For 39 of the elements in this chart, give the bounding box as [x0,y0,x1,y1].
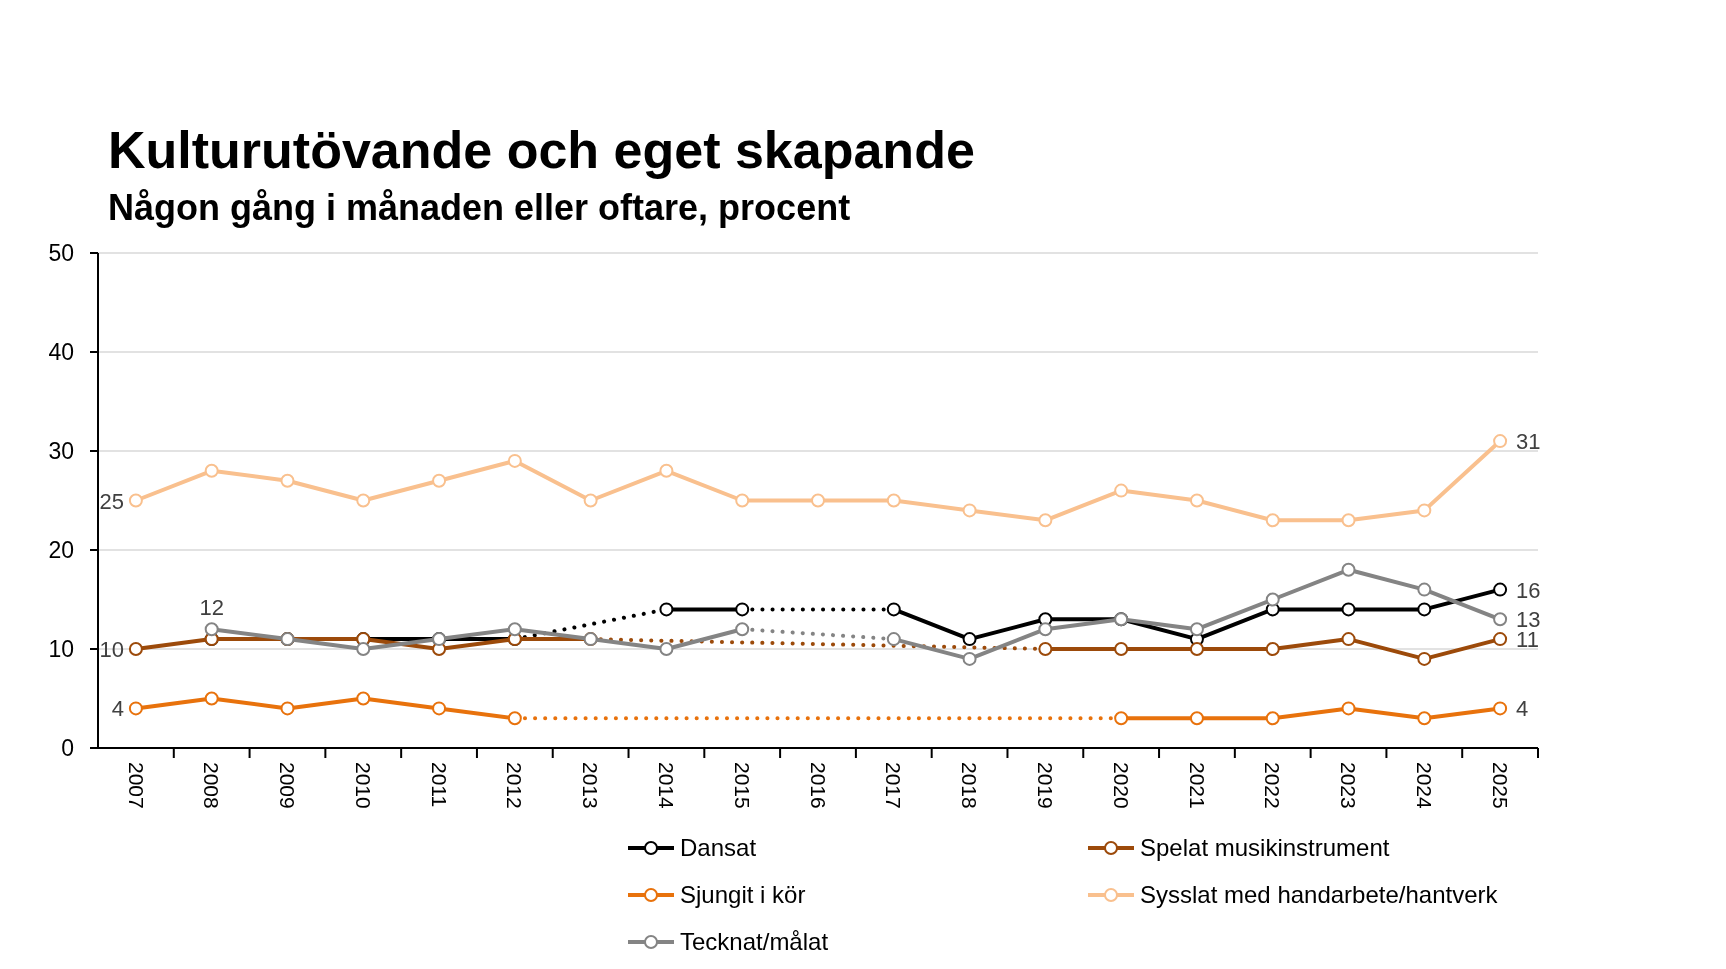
y-tick-label: 30 [48,438,74,465]
x-tick-label: 2016 [806,762,830,809]
y-tick-label: 10 [48,636,74,663]
legend-label: Dansat [680,834,757,862]
x-tick-label: 2011 [427,762,451,808]
x-tick-label: 2022 [1261,762,1285,809]
x-tick-label: 2018 [958,762,982,809]
chart-subtitle: Någon gång i månaden eller oftare, procent [108,187,851,228]
legend-label: Tecknat/målat [680,928,829,956]
data-label: 10 [99,637,124,662]
x-tick-label: 2009 [276,762,300,809]
y-tick-label: 50 [48,240,74,267]
x-tick-label: 2024 [1412,762,1436,810]
data-label: 12 [199,595,224,621]
legend-label: Sjungit i kör [680,881,806,909]
x-tick-label: 2019 [1034,762,1058,809]
legend-label: Sysslat med handarbete/hantverk [1140,881,1499,909]
x-tick-label: 2023 [1337,762,1361,809]
y-tick-label: 20 [48,537,74,564]
data-label: 16 [1516,577,1541,603]
data-label: 4 [1516,696,1529,722]
x-tick-label: 2017 [882,762,906,809]
data-label: 31 [1516,429,1541,455]
x-tick-label: 2008 [200,762,224,809]
data-label: 25 [99,488,124,514]
y-tick-label: 0 [61,735,74,762]
x-tick-label: 2015 [730,762,754,809]
x-tick-label: 2020 [1109,762,1133,809]
x-tick-label: 2025 [1488,762,1512,809]
x-tick-label: 2012 [503,762,527,809]
x-tick-label: 2007 [124,762,148,809]
data-label: 4 [111,696,124,722]
y-tick-label: 40 [48,339,74,366]
x-tick-label: 2010 [351,762,375,809]
x-tick-label: 2014 [655,762,679,810]
x-tick-label: 2013 [579,762,603,809]
legend-label: Spelat musikinstrument [1140,834,1390,862]
chart-title: Kulturutövande och eget skapande [108,121,975,179]
x-tick-label: 2021 [1185,762,1209,809]
